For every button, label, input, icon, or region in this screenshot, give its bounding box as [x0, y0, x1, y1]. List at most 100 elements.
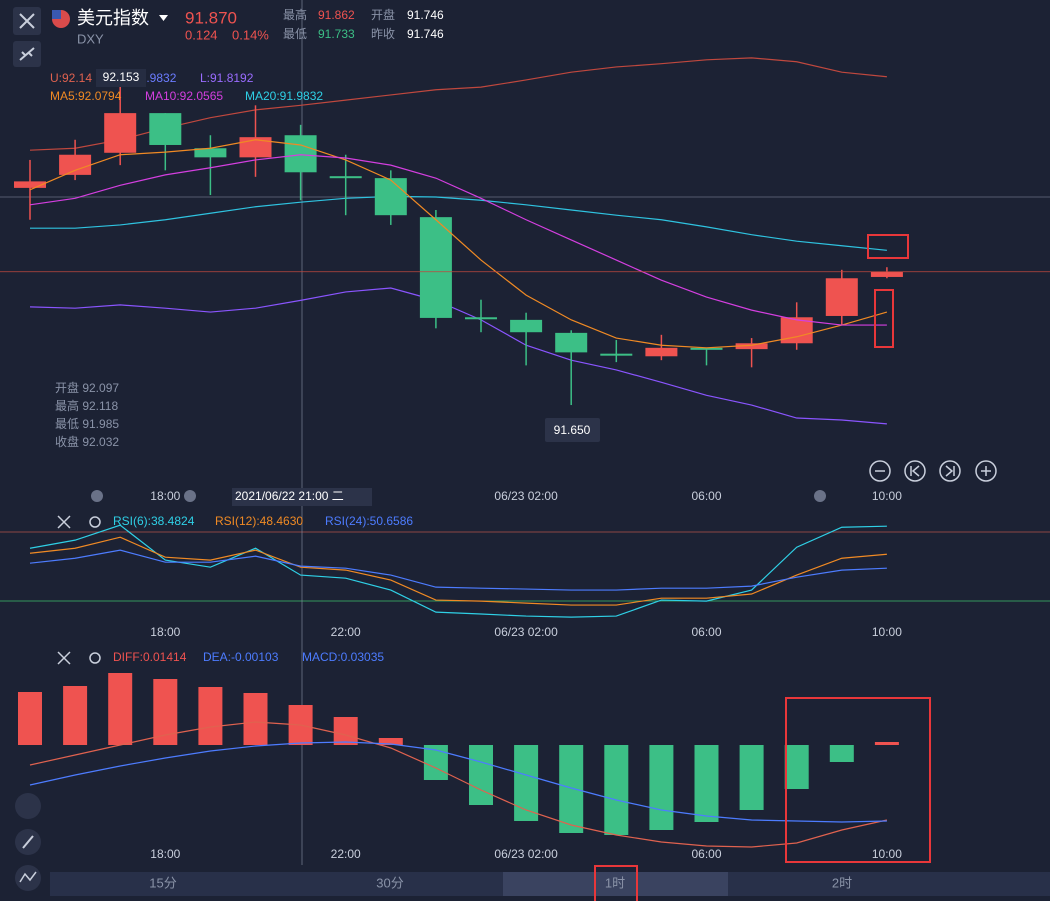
- ma5: [29, 139, 888, 349]
- value: 91.746: [407, 27, 444, 41]
- candle-body: [600, 353, 633, 356]
- x-tick-label: 18:00: [150, 847, 180, 861]
- high-label-box: [96, 69, 146, 87]
- icon: [22, 835, 34, 849]
- crosshair-box: [232, 488, 372, 506]
- tab[interactable]: 1时: [605, 875, 625, 890]
- annotation-box: [867, 234, 909, 259]
- macd-bar: [829, 745, 854, 762]
- macd-bar: [423, 745, 448, 780]
- icon: [981, 466, 991, 476]
- legend-rsi6: RSI(6):38.4824: [113, 514, 195, 528]
- macd-bar: [18, 692, 42, 745]
- label: 开盘: [371, 7, 395, 22]
- candle-body: [149, 113, 182, 145]
- label: 最高: [283, 7, 307, 22]
- info: 开盘 92.097: [55, 380, 119, 395]
- change: 0.124: [185, 27, 218, 42]
- icon: [910, 465, 920, 477]
- change-pct: 0.14%: [232, 27, 269, 42]
- ma10: [29, 154, 887, 326]
- info: 最低 91.985: [55, 417, 119, 431]
- tab-active: [503, 872, 728, 896]
- macd-bar: [514, 745, 539, 821]
- legend-rsi24: RSI(24):50.6586: [325, 514, 413, 528]
- tab[interactable]: 15分: [149, 875, 176, 890]
- macd-bar: [694, 745, 719, 822]
- macd-bar: [649, 745, 674, 830]
- x-tick-label: 06:00: [691, 489, 721, 503]
- legend-diff: DIFF:0.01414: [113, 650, 187, 664]
- tab[interactable]: 30分: [376, 875, 403, 890]
- icon: [945, 465, 955, 477]
- instrument-name[interactable]: 美元指数: [77, 8, 149, 28]
- x-tick-label: 06/23 02:00: [494, 847, 558, 861]
- legend-rsi12: RSI(12):48.4630: [215, 514, 303, 528]
- flag-canton: [52, 10, 61, 19]
- boll-middle: [30, 195, 887, 251]
- tool-candles[interactable]: [15, 793, 41, 819]
- x-tick-label: 06:00: [691, 625, 721, 639]
- tab[interactable]: 2时: [832, 875, 852, 890]
- rsi24: [29, 549, 887, 591]
- label: 昨收: [371, 27, 395, 41]
- macd-bar: [784, 745, 809, 789]
- rsi-close[interactable]: [57, 515, 71, 529]
- legend-ma5: MA5:92.0794: [50, 89, 122, 103]
- dot: [184, 490, 196, 502]
- collapse-icon: [19, 47, 35, 61]
- candle-body: [510, 319, 543, 333]
- rsi12: [29, 536, 887, 606]
- candle-body: [419, 217, 452, 318]
- info: 最高 92.118: [55, 398, 118, 413]
- candle-body: [825, 278, 858, 316]
- close-icon: [19, 13, 35, 29]
- macd-bar: [604, 745, 629, 835]
- x-tick-label: 06:00: [691, 847, 721, 861]
- annotation-box: [594, 865, 638, 901]
- candle-body: [870, 271, 903, 277]
- value: 91.733: [318, 27, 355, 41]
- legend-upper: U:92.14: [50, 71, 92, 85]
- macd-close[interactable]: [57, 651, 71, 665]
- zoom-in[interactable]: [975, 460, 997, 482]
- legend-dea: DEA:-0.00103: [203, 650, 279, 664]
- info: 收盘 92.032: [55, 434, 119, 449]
- candle-body: [555, 332, 588, 353]
- x-tick-label: 22:00: [331, 625, 361, 639]
- candle-body: [690, 347, 723, 350]
- macd-bar: [198, 687, 223, 745]
- x-tick-label: 18:00: [150, 625, 180, 639]
- diff-line: [29, 721, 888, 848]
- next[interactable]: [939, 460, 961, 482]
- dropdown-caret[interactable]: [159, 15, 168, 21]
- dot: [91, 490, 103, 502]
- candle-body: [239, 137, 272, 158]
- rsi6: [29, 524, 887, 618]
- legend-lower: L:91.8192: [200, 71, 254, 85]
- value: 91.862: [318, 8, 355, 22]
- prev[interactable]: [904, 460, 926, 482]
- zoom-out[interactable]: [869, 460, 891, 482]
- macd-bar: [108, 673, 133, 745]
- macd-bar: [243, 693, 268, 745]
- x-tick-label: 10:00: [872, 847, 902, 861]
- macd-bar: [469, 745, 493, 805]
- x-tick-label: 10:00: [872, 625, 902, 639]
- macd-bar: [333, 717, 358, 745]
- candle-body: [374, 178, 407, 216]
- candle-body: [735, 343, 768, 350]
- macd-settings[interactable]: [89, 652, 101, 664]
- rsi-settings[interactable]: [89, 516, 101, 528]
- annotation-box: [785, 697, 931, 863]
- macd-bar: [378, 738, 403, 745]
- macd-bar: [874, 742, 899, 745]
- x-tick-label: 18:00: [150, 489, 180, 503]
- low-label-box: [545, 418, 600, 442]
- annotation-box: [874, 289, 894, 348]
- macd-bar: [63, 686, 88, 745]
- icon: [19, 871, 37, 883]
- label: 最低: [283, 27, 307, 41]
- dea-line: [29, 741, 887, 823]
